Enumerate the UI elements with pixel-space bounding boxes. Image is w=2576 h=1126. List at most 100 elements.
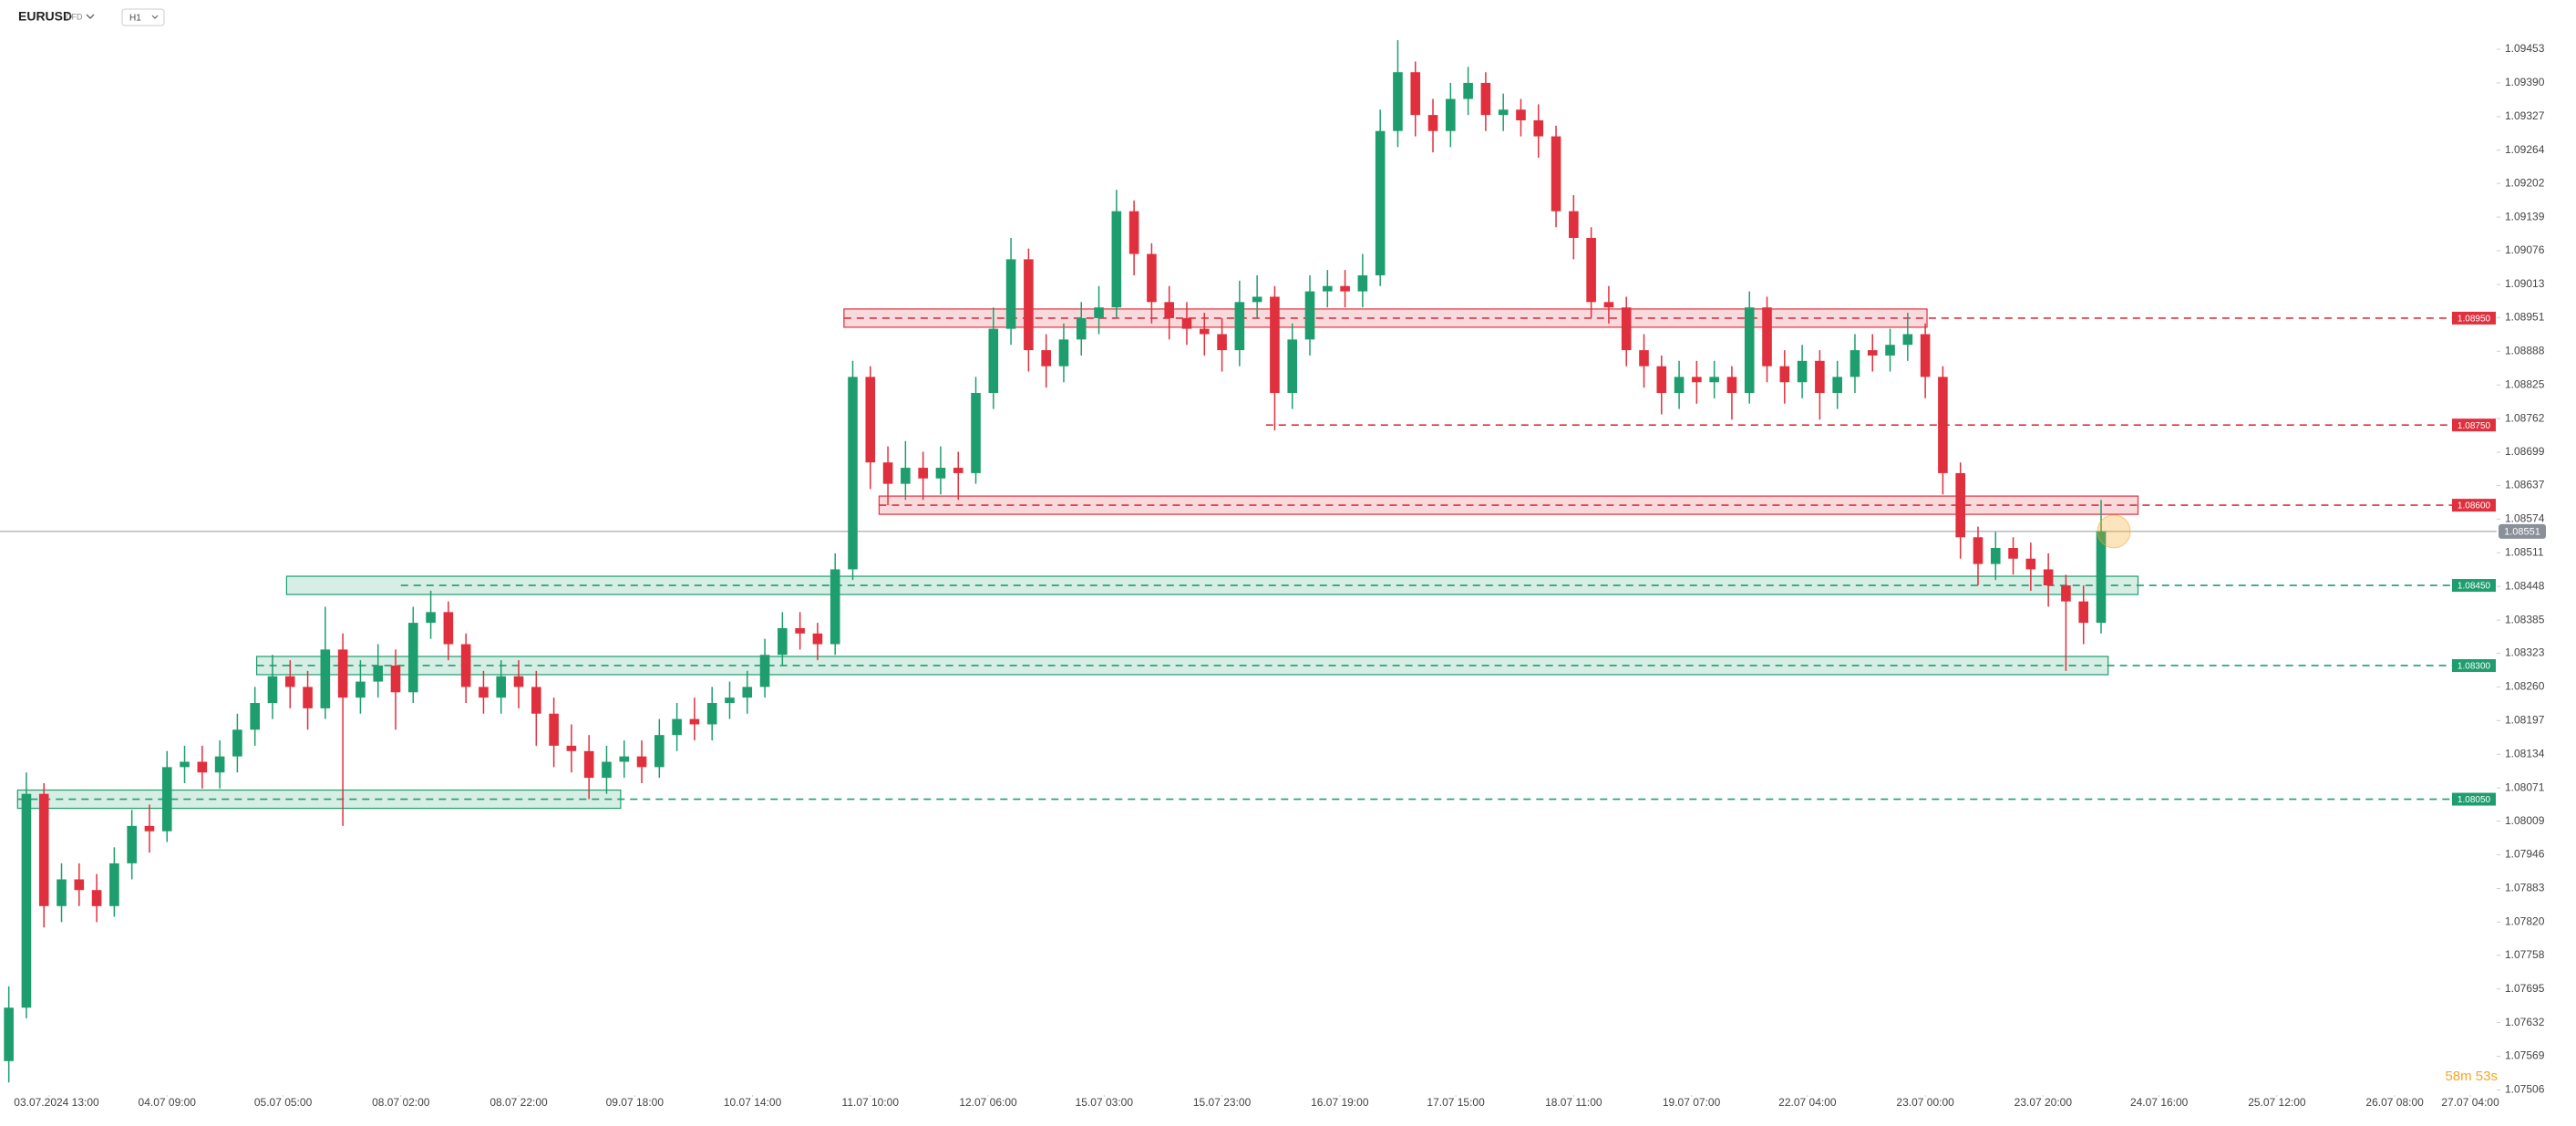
level-label-box xyxy=(2452,579,2496,593)
candle-body xyxy=(373,665,384,682)
candle-body xyxy=(1024,259,1034,351)
candle-body xyxy=(1885,345,1895,356)
candle-body xyxy=(1551,136,1561,212)
y-tick-label: 1.08323 xyxy=(2505,646,2545,659)
candle-body xyxy=(214,756,225,773)
candle-body xyxy=(232,729,242,757)
y-tick-label: 1.09139 xyxy=(2505,210,2545,222)
candle-body xyxy=(496,676,507,698)
y-tick-label: 1.09264 xyxy=(2505,143,2545,156)
candle-body xyxy=(1902,334,1913,346)
y-tick-label: 1.09013 xyxy=(2505,277,2545,290)
candle-body xyxy=(513,676,524,687)
instrument: CFD xyxy=(66,12,83,21)
candle-body xyxy=(1603,302,1614,308)
candle-body xyxy=(654,735,665,768)
candle-body xyxy=(706,703,717,725)
x-tick-label: 24.07 16:00 xyxy=(2130,1096,2189,1109)
plot-layer: 1.08950 1.08750 1.08600 1.08450 1.08300 1.080… xyxy=(0,40,2497,1083)
candle-body xyxy=(971,392,981,473)
symbol-caret[interactable] xyxy=(86,14,95,19)
candle-body xyxy=(479,687,489,698)
timeframe[interactable]: H1 xyxy=(129,14,141,24)
x-tick-label: 11.07 10:00 xyxy=(842,1096,900,1109)
timeframe-caret[interactable] xyxy=(151,15,159,19)
x-tick-label: 17.07 15:00 xyxy=(1427,1096,1485,1109)
level-label-box xyxy=(2452,792,2496,806)
y-tick-label: 1.09076 xyxy=(2505,243,2545,256)
candle-body xyxy=(725,697,735,704)
x-tick-label: 15.07 03:00 xyxy=(1076,1096,1134,1109)
candle-body xyxy=(4,1007,14,1061)
candle-body xyxy=(1762,307,1772,367)
x-tick-label: 10.07 14:00 xyxy=(724,1096,782,1109)
candle-body xyxy=(636,756,647,768)
candle-body xyxy=(250,703,260,730)
candle-body xyxy=(197,761,208,773)
level-label: 1.08050 xyxy=(2458,795,2491,805)
x-tick-label: 22.07 04:00 xyxy=(1778,1096,1837,1109)
candle-body xyxy=(1147,253,1157,303)
candle-body xyxy=(1111,211,1122,308)
candle-body xyxy=(1639,350,1649,367)
candle-body xyxy=(1797,360,1808,383)
candle-body xyxy=(953,468,963,473)
candle-body xyxy=(1340,285,1350,292)
candle-body xyxy=(1181,317,1192,329)
y-tick-label: 1.07632 xyxy=(2505,1016,2545,1028)
candle-body xyxy=(460,644,471,687)
candle-body xyxy=(812,633,823,645)
candle-body xyxy=(390,665,401,693)
candle-body xyxy=(918,468,928,479)
candle-body xyxy=(742,687,753,698)
y-tick-label: 1.07758 xyxy=(2505,948,2545,961)
candle-body xyxy=(1709,377,1719,383)
candle-body xyxy=(935,468,946,479)
y-tick-label: 1.07569 xyxy=(2505,1049,2545,1062)
y-tick-label: 1.08009 xyxy=(2505,814,2545,827)
candle-body xyxy=(531,687,541,714)
candle-body xyxy=(74,879,85,891)
candle-body xyxy=(1217,334,1227,351)
candle-body xyxy=(355,681,366,698)
candle-body xyxy=(443,612,454,645)
x-tick-label: 19.07 07:00 xyxy=(1663,1096,1721,1109)
y-tick-label: 1.08071 xyxy=(2505,780,2545,793)
y-tick-label: 1.09327 xyxy=(2505,109,2545,122)
candle-body xyxy=(1867,350,1878,356)
candle-body xyxy=(1076,317,1087,340)
candle-body xyxy=(583,750,594,779)
candle-body xyxy=(38,793,49,906)
symbol[interactable]: EURUSD xyxy=(18,9,72,24)
candle-body xyxy=(759,655,770,687)
candle-body xyxy=(848,377,858,570)
y-tick-label: 1.08699 xyxy=(2505,445,2545,458)
candle-body xyxy=(1744,307,1755,393)
candle-body xyxy=(21,793,32,1008)
candle-body xyxy=(1621,307,1632,351)
level-label-box xyxy=(2452,658,2496,672)
timeframe-box[interactable] xyxy=(121,8,165,26)
x-tick-label: 26.07 08:00 xyxy=(2365,1096,2424,1109)
y-tick-label: 1.09390 xyxy=(2505,76,2545,88)
candle-body xyxy=(1252,296,1262,303)
candle-body xyxy=(689,718,700,725)
x-tick-label: 27.07 04:00 xyxy=(2441,1096,2499,1109)
candle-body xyxy=(1427,115,1438,131)
candle-body xyxy=(2025,558,2036,570)
candle-body xyxy=(1498,109,1509,116)
current-price-label: 1.08551 xyxy=(2504,527,2540,538)
last-price-marker xyxy=(2097,514,2131,549)
x-tick-label: 08.07 22:00 xyxy=(489,1096,548,1109)
level-label-box xyxy=(2452,499,2496,512)
candle-body xyxy=(1446,98,1456,131)
candle-body xyxy=(407,623,418,693)
candle-body xyxy=(1850,350,1860,377)
y-tick-label: 1.09453 xyxy=(2505,42,2545,55)
candle-body xyxy=(2043,569,2054,586)
y-tick-label: 1.09202 xyxy=(2505,176,2545,189)
candle-body xyxy=(602,761,612,779)
x-tick-label: 23.07 00:00 xyxy=(1896,1096,1954,1109)
level-label: 1.08450 xyxy=(2458,582,2491,592)
candle-body xyxy=(1041,350,1051,367)
